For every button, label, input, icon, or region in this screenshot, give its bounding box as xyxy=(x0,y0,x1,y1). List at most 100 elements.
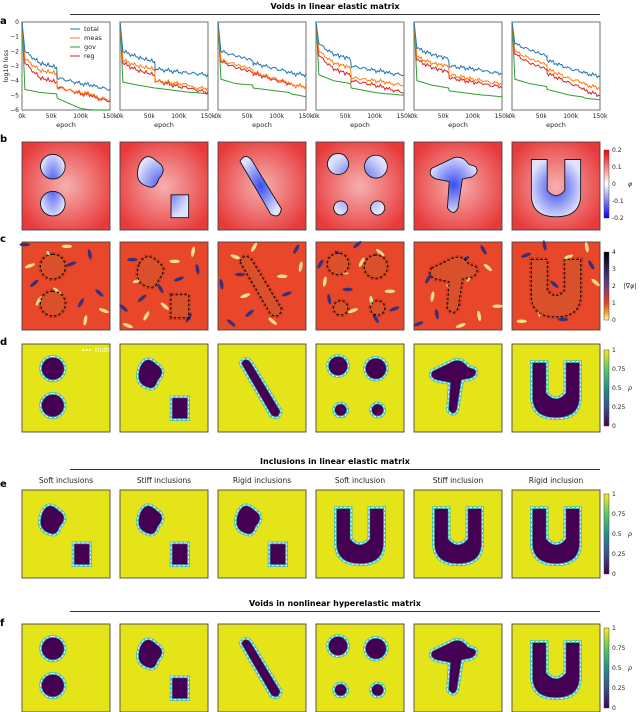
truth-contour xyxy=(327,634,388,698)
truth-contour xyxy=(530,641,582,700)
density-background xyxy=(315,623,405,712)
series-line-meas xyxy=(21,21,111,102)
x-tick-label: 0k xyxy=(116,113,124,120)
rho-tick-label: 0 xyxy=(612,423,616,430)
field-panel xyxy=(511,240,601,331)
x-tick-label: 100k xyxy=(367,113,382,120)
plot-frame xyxy=(217,21,307,111)
series-line-meas xyxy=(413,21,503,86)
gradient-streak xyxy=(293,244,300,254)
gradient-streak xyxy=(251,242,258,252)
series-line-total xyxy=(21,21,111,91)
phi-tick-label: -0.1 xyxy=(612,198,624,205)
field-panel xyxy=(413,489,503,579)
column-title: Rigid inclusions xyxy=(233,476,291,485)
section-rule xyxy=(70,14,600,15)
field-panel xyxy=(511,141,601,231)
gradient-streak xyxy=(492,304,503,308)
gradient-streak xyxy=(521,252,532,258)
field-panel xyxy=(413,343,503,433)
gradient-streak xyxy=(61,244,73,249)
series-line-meas xyxy=(315,21,405,87)
density-background xyxy=(21,489,111,579)
phi-background xyxy=(21,141,111,231)
rho-f-colorbar xyxy=(603,627,610,709)
gradient-streak xyxy=(413,321,424,327)
grad-colorbar-label: |∇φ| xyxy=(623,282,636,290)
loss-subplot xyxy=(217,21,307,111)
column-title: Rigid inclusion xyxy=(529,476,584,485)
gradient-streak xyxy=(127,257,138,262)
gradient-streak xyxy=(119,304,128,312)
x-tick-label: 150k xyxy=(299,113,314,120)
series-line-gov xyxy=(511,21,601,101)
truth-contour xyxy=(432,507,484,566)
x-tick-label: 150k xyxy=(201,113,216,120)
gradient-streak xyxy=(95,289,104,297)
column-title: Stiff inclusions xyxy=(137,476,191,485)
field-panel xyxy=(413,241,503,331)
zero-level-contour xyxy=(530,159,582,218)
rho-e-tick-label: 1 xyxy=(612,491,616,498)
rho-f-tick-label: 0.5 xyxy=(612,665,622,672)
y-tick-label: −1 xyxy=(10,34,19,41)
level-contour xyxy=(137,256,190,319)
series-line-total xyxy=(511,21,601,79)
truth-contour xyxy=(39,504,92,567)
x-axis-label: epoch xyxy=(252,121,272,129)
gradient-streak xyxy=(591,278,600,287)
gradient-streak xyxy=(24,263,35,269)
rho-colorbar-label: ρ xyxy=(628,384,633,392)
section-title-voids-nonlinear: Voids in nonlinear hyperelastic matrix xyxy=(249,599,421,608)
density-background xyxy=(315,343,405,433)
gradient-streak xyxy=(298,261,303,272)
rho-e-tick-label: 0.5 xyxy=(612,531,622,538)
y-tick-label: −6 xyxy=(10,107,19,114)
series-line-reg xyxy=(315,21,405,94)
section-rule xyxy=(70,469,600,470)
gradient-streak xyxy=(584,242,589,253)
plot-frame xyxy=(413,21,503,111)
x-tick-label: 0k xyxy=(18,113,26,120)
panel-label-d: d xyxy=(0,337,8,348)
column-title: Stiff inclusion xyxy=(433,476,484,485)
phi-tick-label: 0.1 xyxy=(612,164,622,171)
truth-contour xyxy=(429,358,478,415)
gradient-streak xyxy=(191,246,196,257)
column-title: Soft inclusions xyxy=(39,476,93,485)
gradient-streak xyxy=(160,302,170,310)
x-axis-label: epoch xyxy=(154,121,174,129)
rho-tick-label: 0.75 xyxy=(612,366,626,373)
density-background xyxy=(119,489,209,579)
x-tick-label: 0k xyxy=(214,113,222,120)
panel-label-e: e xyxy=(0,479,7,490)
truth-contour xyxy=(239,358,282,419)
series-line-reg xyxy=(413,21,503,89)
gradient-streak xyxy=(240,293,251,299)
zero-level-contour xyxy=(239,156,282,217)
rho-e-tick-label: 0.75 xyxy=(612,511,626,518)
x-axis-label: epoch xyxy=(546,121,566,129)
gradient-background xyxy=(119,241,209,331)
series-line-total xyxy=(217,21,307,78)
loss-subplot xyxy=(315,21,405,111)
rho-tick-label: 0.5 xyxy=(612,385,622,392)
gradient-streak xyxy=(372,313,379,324)
field-panel xyxy=(315,489,405,579)
panel-label-a: a xyxy=(0,16,7,27)
series-line-gov xyxy=(217,21,307,98)
gradient-streak xyxy=(434,308,439,320)
gradient-streak xyxy=(322,276,327,287)
series-line-gov xyxy=(413,21,503,98)
field-panel xyxy=(217,343,307,433)
gradient-streak xyxy=(342,287,353,292)
gradient-background xyxy=(315,241,405,331)
gradient-streak xyxy=(281,291,292,297)
field-panel xyxy=(21,343,111,433)
gradient-streak xyxy=(19,242,30,247)
gradient-streak xyxy=(230,254,241,260)
phi-colorbar xyxy=(603,149,610,219)
field-panel xyxy=(413,623,503,712)
field-panel xyxy=(217,141,307,231)
field-panel xyxy=(119,241,209,331)
